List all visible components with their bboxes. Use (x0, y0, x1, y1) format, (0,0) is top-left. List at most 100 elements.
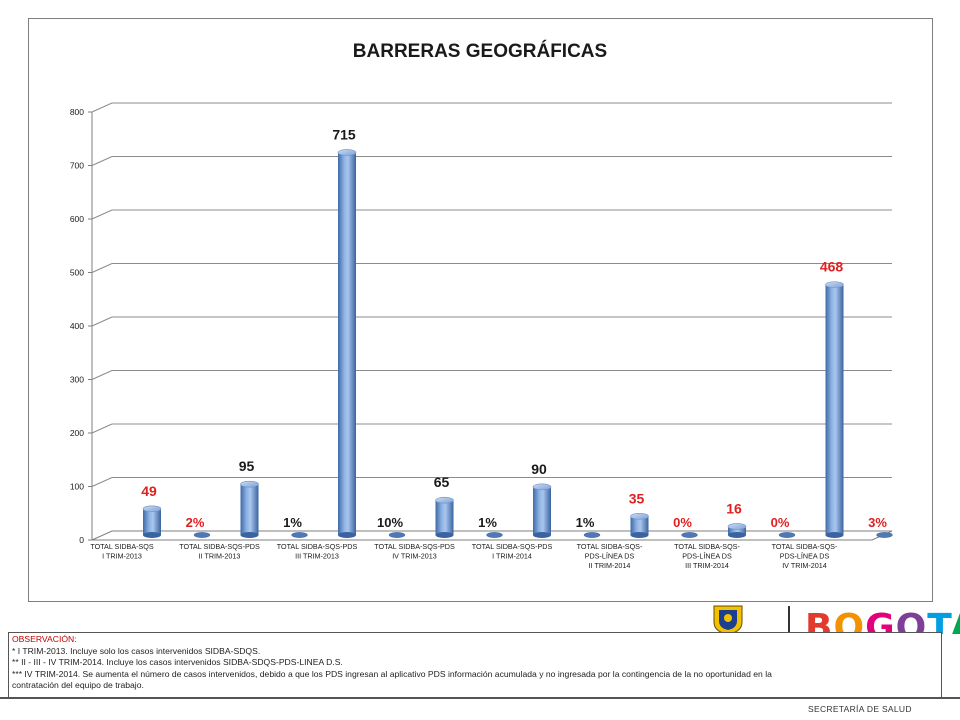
value-label: 16 (726, 500, 742, 516)
category-label: PDS-LÍNEA DS (780, 552, 830, 561)
category-label: TOTAL SIDBA-SQS-PDS (374, 542, 455, 551)
bar (825, 284, 844, 535)
logo-letter: Á (950, 607, 960, 635)
footer-divider (0, 697, 960, 699)
percent-marker (583, 532, 601, 538)
bar (630, 516, 649, 535)
category-label: II TRIM-2014 (589, 561, 631, 570)
plot-grid (91, 102, 893, 541)
bar-cap (630, 512, 649, 520)
percent-label: 3% (868, 515, 887, 530)
percent-label: 10% (377, 515, 403, 530)
y-tick-label: 800 (70, 107, 84, 117)
bar-base (533, 532, 551, 538)
percent-label: 0% (673, 515, 692, 530)
bar-cap (825, 281, 844, 288)
y-tick-label: 200 (70, 428, 84, 438)
bar-base (825, 532, 844, 538)
value-label: 715 (332, 126, 356, 142)
category-label: III TRIM-2013 (295, 552, 339, 561)
bar-cap (240, 480, 259, 488)
value-label: 90 (531, 461, 547, 477)
bar (728, 526, 746, 535)
bar (338, 152, 356, 535)
bar-series (142, 149, 893, 538)
footer-text: SECRETARÍA DE SALUD (808, 704, 912, 714)
percent-marker (778, 532, 796, 538)
percent-marker (486, 532, 503, 538)
chart-frame: BARRERAS GEOGRÁFICAS 0 100 200 300 400 500 600… (28, 18, 933, 602)
category-label: TOTAL SIDBA-SQS- (577, 542, 643, 551)
gridline-side (91, 156, 113, 166)
category-label: IV TRIM-2013 (392, 552, 437, 561)
percent-label: 0% (771, 515, 790, 530)
logo-area: BOGOTÁ (700, 604, 960, 634)
gridline-side (91, 423, 113, 434)
bar-base (338, 532, 356, 538)
coat-of-arms-icon (713, 605, 743, 634)
category-label: I TRIM-2014 (492, 552, 532, 561)
y-tick-label: 100 (70, 482, 84, 492)
y-tick-label: 0 (79, 535, 84, 545)
category-label: TOTAL SIDBA-SQS-PDS (277, 542, 358, 551)
bar-chart: BARRERAS GEOGRÁFICAS 0 100 200 300 400 500 600… (70, 40, 893, 570)
bar-cap (142, 505, 162, 513)
logo-letter: T (927, 607, 950, 635)
bar-base (143, 532, 161, 538)
gridline-side (91, 102, 113, 113)
logo-divider (788, 606, 790, 634)
percent-marker (876, 532, 893, 538)
y-tick-label: 300 (70, 375, 84, 385)
bar-base (240, 532, 259, 538)
bar-base (728, 532, 746, 538)
bar-base (435, 532, 454, 538)
percent-marker (388, 532, 406, 538)
category-label: I TRIM-2013 (102, 552, 142, 561)
data-labels: 49 2% 95 1% 715 10% 65 1% 90 1% 35 0% 16 0% 468 3% (141, 126, 887, 530)
gridline-side (91, 263, 113, 273)
percent-label: 1% (478, 515, 497, 530)
bar-base (630, 532, 649, 538)
bar-cap (727, 523, 747, 530)
observation-line: ** II - III - IV TRIM-2014. Incluye los … (12, 657, 343, 667)
bar (533, 486, 551, 535)
y-tick-label: 500 (70, 268, 84, 278)
category-label: III TRIM-2014 (685, 561, 729, 570)
y-tick-label: 600 (70, 214, 84, 224)
logo-letter: O (895, 607, 928, 635)
bar (143, 508, 161, 535)
category-label: IV TRIM-2014 (782, 561, 827, 570)
category-label: TOTAL SIDBA-SQS- (674, 542, 740, 551)
percent-marker (291, 532, 308, 538)
observation-title: OBSERVACIÓN: (12, 634, 77, 644)
value-label: 49 (141, 483, 157, 499)
observation-box: OBSERVACIÓN: * I TRIM-2013. Incluye solo… (8, 632, 942, 698)
gridline-side (91, 477, 113, 487)
percent-marker (193, 532, 211, 538)
value-label: 65 (434, 474, 450, 490)
logo-letter: B (805, 607, 834, 635)
y-tick-label: 400 (70, 321, 84, 331)
logo-letter: G (865, 607, 896, 635)
observation-line: * I TRIM-2013. Incluye solo los casos in… (12, 645, 261, 656)
y-tick-label: 700 (70, 161, 84, 171)
value-label: 35 (629, 490, 645, 506)
bogota-logo: BOGOTÁ (805, 607, 960, 635)
observation-line: contratación del equipo de trabajo. (12, 680, 144, 690)
logo-letter: O (833, 607, 866, 635)
observation-line: *** IV TRIM-2014. Se aumenta el número d… (12, 668, 772, 679)
category-label: PDS-LÍNEA DS (585, 552, 635, 561)
percent-marker (681, 532, 698, 538)
bar (435, 500, 454, 535)
gridline-side (91, 209, 113, 220)
category-label: TOTAL SIDBA-SQS (90, 542, 154, 551)
category-label: PDS-LÍNEA DS (682, 552, 732, 561)
chart-title: BARRERAS GEOGRÁFICAS (353, 40, 607, 62)
value-label: 95 (239, 458, 255, 474)
percent-label: 1% (283, 515, 302, 530)
bar (240, 484, 259, 535)
category-label: TOTAL SIDBA-SQS-PDS (179, 542, 260, 551)
gridline-side (91, 370, 113, 380)
category-label: TOTAL SIDBA-SQS- (772, 542, 838, 551)
